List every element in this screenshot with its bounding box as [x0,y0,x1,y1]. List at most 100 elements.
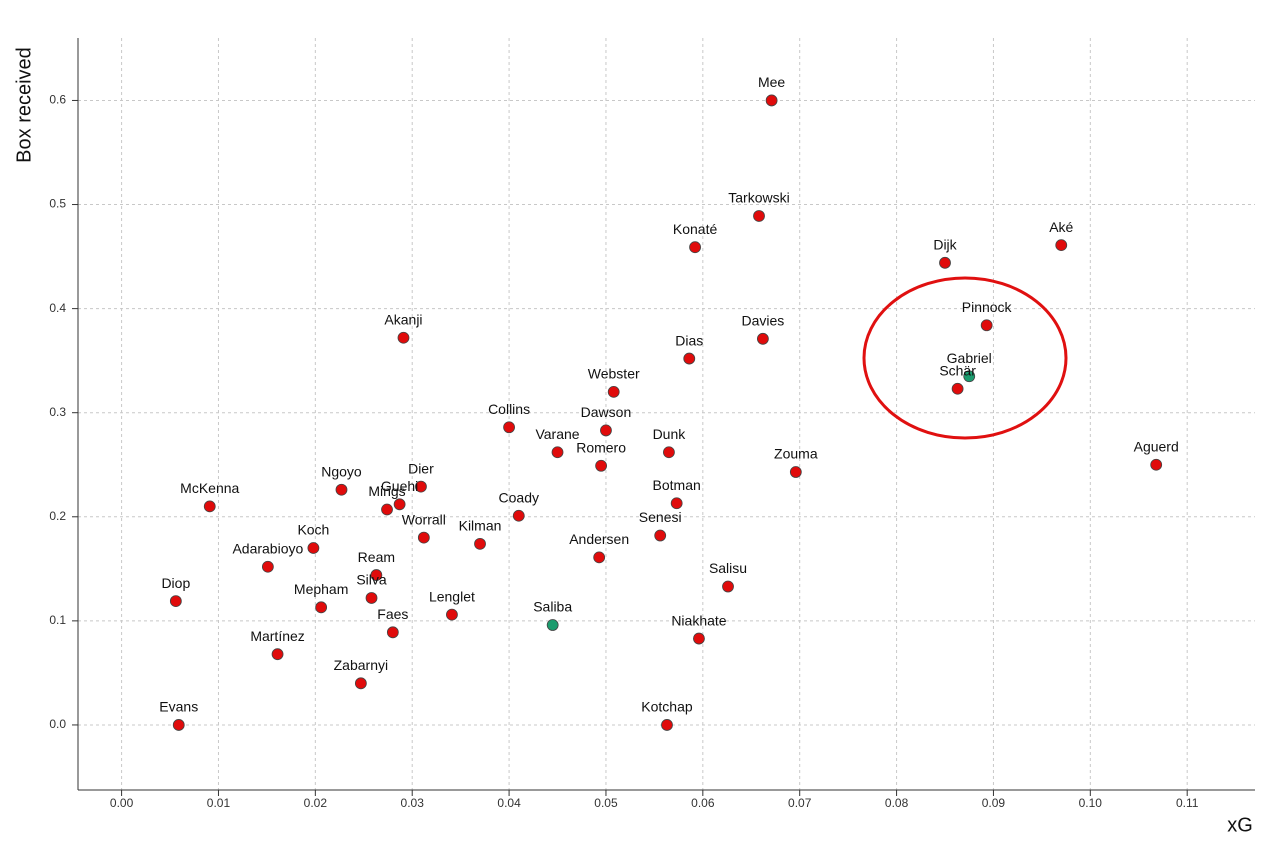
point-label: Ngoyo [321,463,362,479]
point [756,332,769,345]
point-label: Zabarnyi [334,657,388,673]
point-label: Dijk [933,237,957,253]
point-label: Schär [939,362,976,378]
point-label: McKenna [180,480,239,496]
point [693,632,705,645]
point-label: Dias [675,332,703,348]
point [386,626,399,639]
y-tick-label: 0.1 [49,613,66,627]
point [415,480,427,493]
point-label: Martínez [250,628,304,644]
point [607,385,620,398]
highlight-ellipse [862,276,1068,440]
point [789,466,802,478]
point-label: Mepham [294,581,348,597]
point [397,331,410,344]
point [546,619,559,631]
point-label: Faes [377,606,408,622]
point [172,719,185,731]
x-tick-label: 0.10 [1079,796,1103,810]
point-label: Saliba [533,599,572,615]
x-tick-label: 0.11 [1176,796,1199,810]
point-label: Senesi [639,509,682,525]
point [670,497,683,510]
point [307,542,320,554]
point [261,560,274,573]
point-label: Collins [488,401,530,417]
point [939,256,951,269]
point [600,424,612,437]
point [271,648,284,661]
point [689,241,701,254]
point [663,446,675,459]
point [753,210,765,222]
point-label: Webster [588,366,640,382]
point-label: Koch [297,522,329,538]
point [595,459,608,472]
point [1150,458,1163,471]
point [393,498,406,511]
point [381,503,393,516]
point [335,483,348,496]
point-label: Aké [1049,219,1073,235]
point [315,601,328,614]
y-tick-label: 0.4 [49,301,66,315]
point-label: Niakhate [671,612,726,628]
y-tick-label: 0.0 [49,717,66,731]
point [661,719,673,731]
point-label: Zouma [774,446,818,462]
point-label: Diop [161,575,190,591]
point-label: Guehi [381,478,418,494]
point-label: Botman [653,477,701,493]
point [963,370,976,383]
x-tick-label: 0.05 [594,796,618,810]
point [551,446,564,459]
point-label: Varane [535,426,579,442]
point-label: Andersen [569,531,629,547]
point [512,509,525,522]
point-label: Salisu [709,560,747,576]
point-label: Aguerd [1134,438,1179,454]
point-label: Adarabioyo [232,540,303,556]
point-label: Romero [576,439,626,455]
point [370,569,383,581]
point-label: Worrall [402,511,446,527]
point [474,537,486,550]
point-label: Mee [758,74,785,90]
point-label: Akanji [384,311,422,327]
x-tick-label: 0.02 [304,796,328,810]
point [417,531,430,544]
point [980,319,993,332]
point-label: Pinnock [962,299,1013,315]
x-tick-label: 0.00 [110,796,134,810]
point-label: Evans [159,699,198,715]
point [354,677,367,690]
point [203,500,216,513]
point-label: Konaté [673,221,718,237]
point-label: Mings [368,483,405,499]
x-tick-label: 0.08 [885,796,909,810]
point-label: Ream [358,549,395,565]
point-label: Davies [741,313,784,329]
point-label: Dawson [581,404,632,420]
point-label: Dier [408,460,434,476]
point [365,592,378,604]
point-label: Kilman [459,518,502,534]
y-axis-title: Box received [13,47,35,163]
x-tick-label: 0.03 [401,796,425,810]
point [654,529,667,542]
y-tick-label: 0.2 [49,509,66,523]
y-tick-label: 0.5 [49,197,66,211]
y-tick-label: 0.3 [49,405,66,419]
point [951,382,964,395]
point [593,551,606,564]
point-label: Gabriel [947,350,992,366]
y-tick-label: 0.6 [49,93,66,107]
point-label: Silva [356,572,387,588]
point [169,595,182,607]
point-label: Coady [499,489,539,505]
x-tick-label: 0.06 [691,796,715,810]
point [503,421,515,434]
x-tick-label: 0.07 [788,796,812,810]
point-label: Tarkowski [728,190,789,206]
